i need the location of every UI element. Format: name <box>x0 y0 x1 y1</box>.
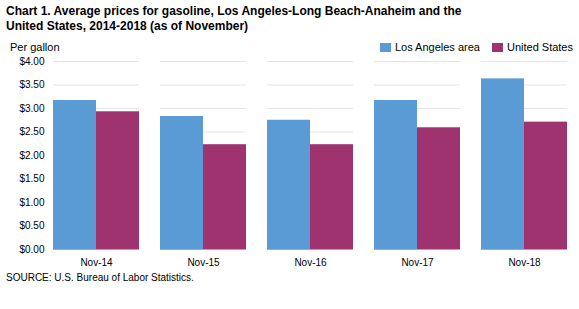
svg-text:Nov-14: Nov-14 <box>80 257 113 268</box>
html-text:SOURCE: U.S. Bureau of Labor S: SOURCE: U.S. Bureau of Labor Statistics. <box>6 272 194 284</box>
html-text:Chart 1. Average prices for ga: Chart 1. Average prices for gasoline, Lo… <box>6 4 462 33</box>
svg-text:$2.50: $2.50 <box>19 126 44 137</box>
html-text:Los Angeles area: Los Angeles area <box>394 41 480 54</box>
svg-text:$3.00: $3.00 <box>19 103 44 114</box>
html-text:United States: United States <box>507 41 573 54</box>
svg-text:Nov-15: Nov-15 <box>187 257 220 268</box>
html-text:Per gallon: Per gallon <box>10 41 60 54</box>
svg-text:$0.50: $0.50 <box>19 220 44 231</box>
svg-text:Nov-18: Nov-18 <box>508 257 541 268</box>
svg-text:Nov-17: Nov-17 <box>401 257 434 268</box>
svg-text:$1.00: $1.00 <box>19 197 44 208</box>
svg-text:$1.50: $1.50 <box>19 173 44 184</box>
svg-text:$4.00: $4.00 <box>19 56 44 67</box>
svg-text:Nov-16: Nov-16 <box>294 257 327 268</box>
svg-text:$0.00: $0.00 <box>19 244 44 255</box>
svg-text:$2.00: $2.00 <box>19 150 44 161</box>
svg-text:$3.50: $3.50 <box>19 79 44 90</box>
